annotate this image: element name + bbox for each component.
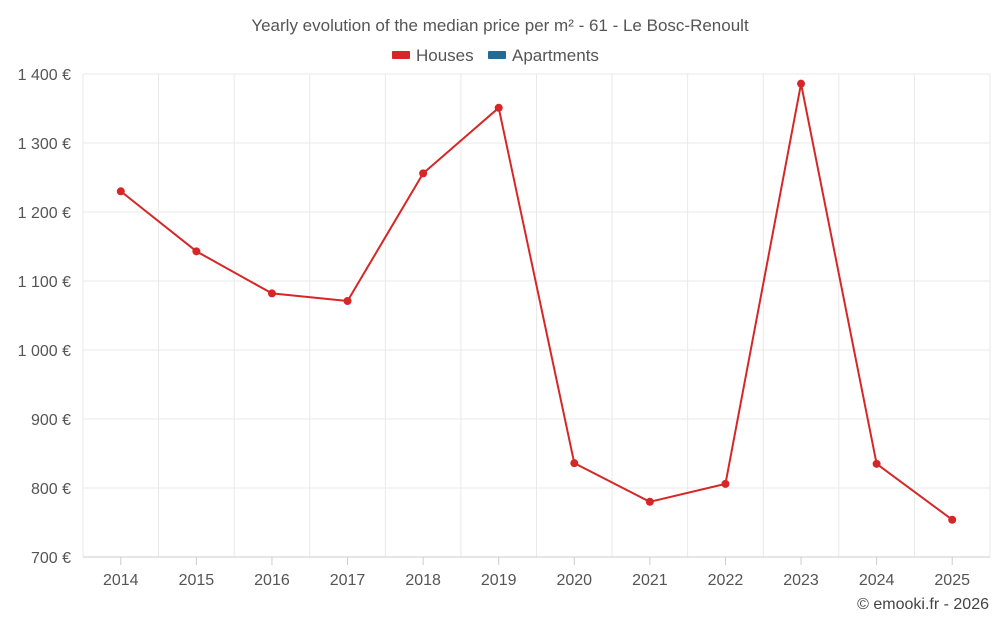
x-tick-label: 2020: [556, 572, 592, 589]
grid: [82, 73, 991, 557]
y-tick-label: 800 €: [31, 481, 71, 498]
x-tick-label: 2025: [934, 572, 970, 589]
legend-item-apartments[interactable]: Apartments: [488, 46, 599, 65]
y-tick-label: 1 400 €: [18, 67, 71, 84]
data-point-houses[interactable]: [192, 247, 201, 256]
data-point-houses[interactable]: [721, 479, 730, 488]
data-point-houses[interactable]: [343, 297, 352, 306]
data-point-houses[interactable]: [797, 79, 806, 88]
x-tick-label: 2014: [103, 572, 139, 589]
data-point-houses[interactable]: [267, 289, 276, 298]
x-tick-label: 2015: [179, 572, 215, 589]
data-point-houses[interactable]: [645, 497, 654, 506]
legend: Houses Apartments: [392, 46, 599, 65]
y-tick-label: 1 100 €: [18, 274, 71, 291]
data-point-houses[interactable]: [570, 459, 579, 468]
legend-swatch-apartments: [488, 51, 506, 59]
y-tick-label: 1 200 €: [18, 205, 71, 222]
x-tick-label: 2018: [405, 572, 441, 589]
x-tick-label: 2024: [859, 572, 895, 589]
data-point-houses[interactable]: [948, 515, 957, 524]
chart-title: Yearly evolution of the median price per…: [251, 16, 749, 35]
y-tick-label: 700 €: [31, 550, 71, 567]
x-tick-label: 2022: [708, 572, 744, 589]
legend-item-houses[interactable]: Houses: [392, 46, 474, 65]
x-axis: 2014 2015 2016 2017 2018 2019 2020 2021 2022 2023…: [83, 556, 990, 589]
footer-credit: © emooki.fr - 2026: [857, 596, 989, 613]
y-tick-label: 900 €: [31, 412, 71, 429]
data-point-houses[interactable]: [872, 459, 881, 468]
x-tick-label: 2023: [783, 572, 819, 589]
data-point-houses[interactable]: [419, 169, 428, 178]
series-houses: [116, 79, 957, 524]
data-point-houses[interactable]: [494, 103, 503, 112]
y-tick-label: 1 300 €: [18, 136, 71, 153]
x-tick-label: 2021: [632, 572, 668, 589]
y-axis: 700 € 800 € 900 € 1 000 € 1 100 € 1 200 € 1 30…: [18, 67, 71, 567]
y-tick-label: 1 000 €: [18, 343, 71, 360]
legend-label-houses: Houses: [416, 46, 474, 65]
legend-label-apartments: Apartments: [512, 46, 599, 65]
x-tick-label: 2017: [330, 572, 366, 589]
series-line-houses: [120, 82, 953, 521]
x-tick-label: 2019: [481, 572, 517, 589]
x-tick-label: 2016: [254, 572, 290, 589]
legend-swatch-houses: [392, 51, 410, 59]
data-point-houses[interactable]: [116, 187, 125, 196]
